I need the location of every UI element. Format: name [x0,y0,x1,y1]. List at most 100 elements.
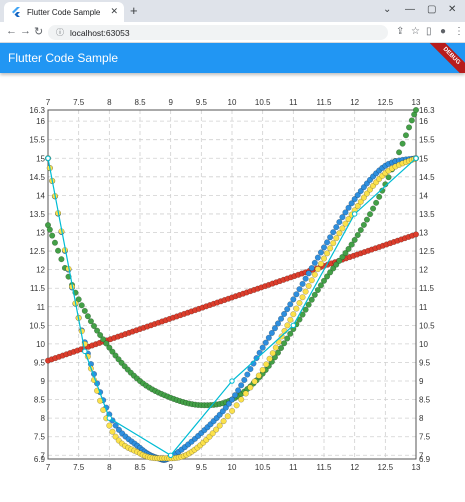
series-2-point [278,315,285,322]
debug-banner: DEBUG [427,43,465,73]
x-tick-label-top: 10 [228,98,237,107]
y-tick-label-left: 14.5 [29,173,45,182]
series-1-point [351,236,358,243]
y-tick-label-left: 12 [36,266,45,275]
series-2-point [268,329,275,337]
series-3-point [269,350,276,357]
series-1-point [112,352,119,359]
back-icon[interactable]: ← [6,25,17,37]
series-3-point [242,390,249,397]
y-tick-label-left: 8.5 [34,396,46,405]
series-3-point [333,235,340,242]
series-3-point [247,384,254,391]
tab-close-icon[interactable]: ✕ [110,6,118,16]
maximize-icon[interactable]: ▢ [427,4,437,15]
series-4-marker [167,452,174,458]
line-chart: 777.57.5888.58.5999.59.5101010.510.51111… [29,98,435,472]
series-3-point [342,220,349,227]
page-title: Flutter Code Sample [8,51,119,65]
series-2-point [345,204,352,211]
y-tick-label-right: 15 [419,154,428,163]
series-3-point [229,407,236,414]
series-3-point [317,260,324,267]
series-3-point [287,316,294,323]
series-3-point [220,418,227,425]
series-2-point [360,184,367,191]
reload-icon[interactable]: ↻ [34,26,44,38]
series-3-point [354,202,361,210]
x-tick-label-top: 12.5 [378,98,394,107]
series-1-point [330,265,337,272]
series-1-point [314,286,321,294]
browser-tab-strip: Flutter Code Sample ✕ + ⌄ — ▢ ✕ [0,0,465,22]
series-2-point [222,404,229,411]
minimize-icon[interactable]: — [405,4,415,15]
sidebar-icon[interactable]: ▯ [426,26,432,37]
series-3-point [363,190,370,197]
y-tick-label-right: 7.5 [419,433,431,442]
y-tick-label-right: 11.5 [419,284,435,293]
series-1-point [100,336,107,343]
series-1-point [106,344,113,351]
address-bar[interactable]: ⓘ localhost:63053 [48,25,388,40]
share-icon[interactable]: ⇪ [396,26,405,37]
series-3-point [336,230,343,237]
y-tick-label-right: 11 [419,303,428,312]
series-3-point [109,428,116,435]
y-tick-label-left: 12.5 [29,247,45,256]
series-1-point [339,253,346,261]
y-tick-label-right: 10.5 [419,321,435,330]
y-tick-label-left: 11.5 [30,284,46,293]
series-3-point [320,255,328,262]
series-3-point [224,413,231,420]
series-4-marker [290,322,297,329]
chevron-down-icon[interactable]: ⌄ [383,4,392,15]
series-1-point [345,245,352,252]
info-icon[interactable]: ⓘ [56,28,64,37]
series-1-point [90,322,98,330]
plot-border [47,109,417,460]
x-tick-label-bottom: 7.5 [73,463,85,472]
series-3-point [112,433,119,440]
series-1-point [376,193,383,200]
series-2-point [274,320,282,327]
series-1-point [311,291,318,298]
series-2-point [262,339,269,346]
series-4-marker [229,378,235,384]
menu-icon[interactable]: ⋮ [454,26,464,37]
profile-icon[interactable]: ● [440,26,447,37]
series-3-point [251,378,258,385]
x-tick-label-bottom: 11 [289,463,298,472]
x-tick-label-bottom: 7 [46,463,51,472]
forward-icon[interactable]: → [20,25,31,37]
star-icon[interactable]: ☆ [411,26,420,37]
series-2-point [299,280,306,287]
new-tab-icon[interactable]: + [130,3,138,18]
series-2-point [333,224,340,231]
y-tick-label-right: 12.5 [419,247,435,256]
x-tick-label-top: 10.5 [255,98,271,107]
series-1-point [109,348,116,355]
y-tick-label-right: 12 [419,266,428,275]
series-2-point [259,344,266,351]
series-2-point [112,422,119,429]
series-3-point [339,225,346,232]
series-3-point [299,294,306,301]
y-tick-label-left: 8 [41,414,46,423]
browser-tab[interactable]: Flutter Code Sample ✕ [4,2,124,22]
y-tick-label-left: 10.5 [29,321,45,330]
close-window-icon[interactable]: ✕ [448,4,457,15]
series-3-point [293,305,300,312]
series-3-point [330,240,337,247]
series-2-point [327,234,334,241]
y-tick-label-right: 13.5 [419,210,435,219]
y-tick-label-left: 13.5 [29,210,45,219]
series-1-point [84,313,91,320]
series-3-point [266,355,273,362]
series-3-point [324,250,331,257]
x-tick-label-top: 9.5 [196,98,208,107]
y-tick-label-right: 13 [419,229,428,238]
browser-toolbar: ← → ↻ ⓘ localhost:63053 ⇪ ☆ ▯ ● ⋮ [0,22,465,43]
series-1-point [81,307,88,314]
series-3-point [216,422,223,429]
